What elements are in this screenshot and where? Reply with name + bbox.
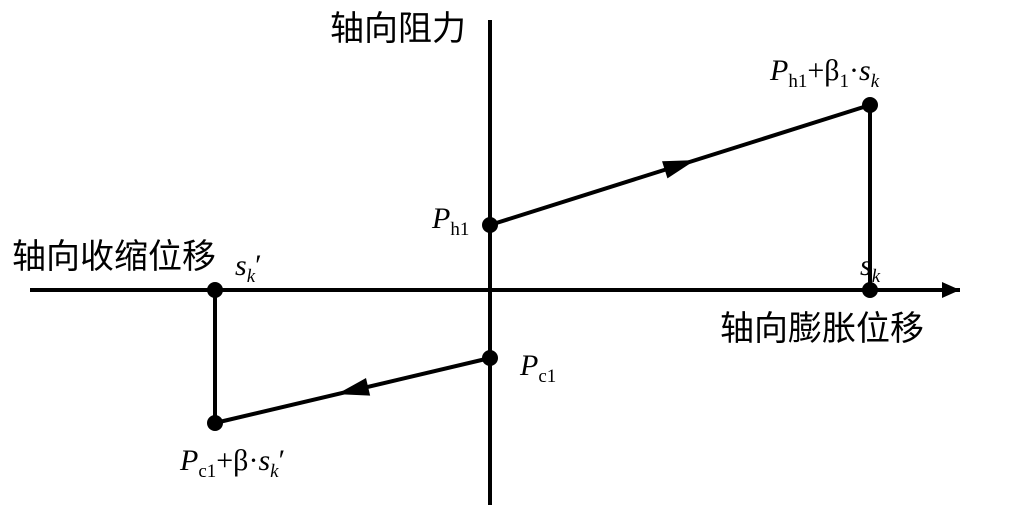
direction-arrow bbox=[662, 160, 695, 178]
point-Ph1_sk bbox=[862, 97, 878, 113]
label-sk: sk bbox=[860, 249, 881, 287]
label-y_axis: 轴向阻力 bbox=[330, 10, 466, 48]
label-Ph1_top: Ph1+β1·sk bbox=[769, 54, 880, 92]
axial-resistance-diagram: 轴向阻力轴向收缩位移轴向膨胀位移 sk′ sk Ph1 Pc1 Ph1+β1·sk Pc1+… bbox=[0, 0, 1016, 517]
point-sk_prime bbox=[207, 282, 223, 298]
point-Ph1 bbox=[482, 217, 498, 233]
label-x_neg: 轴向收缩位移 bbox=[12, 238, 216, 276]
x-axis-arrow bbox=[942, 282, 960, 298]
label-Ph1: Ph1 bbox=[431, 202, 469, 240]
point-Pc1 bbox=[482, 350, 498, 366]
point-Pc1_skp bbox=[207, 415, 223, 431]
direction-arrow bbox=[337, 378, 370, 396]
label-Pc1_bot: Pc1+β·sk′ bbox=[179, 444, 285, 482]
label-sk_prime: sk′ bbox=[235, 249, 262, 287]
label-x_pos: 轴向膨胀位移 bbox=[720, 310, 924, 348]
label-Pc1: Pc1 bbox=[519, 349, 556, 387]
